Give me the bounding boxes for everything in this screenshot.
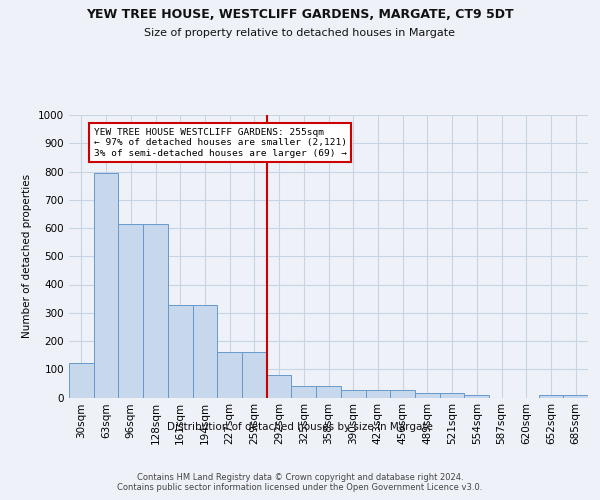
Bar xyxy=(69,363,94,398)
Text: YEW TREE HOUSE WESTCLIFF GARDENS: 255sqm
← 97% of detached houses are smaller (2: YEW TREE HOUSE WESTCLIFF GARDENS: 255sqm… xyxy=(94,128,347,158)
Bar xyxy=(464,395,489,398)
Bar xyxy=(193,304,217,398)
Bar xyxy=(365,390,390,398)
Bar xyxy=(415,394,440,398)
Bar xyxy=(341,390,365,398)
Text: Size of property relative to detached houses in Margate: Size of property relative to detached ho… xyxy=(145,28,455,38)
Bar xyxy=(316,386,341,398)
Bar xyxy=(563,395,588,398)
Y-axis label: Number of detached properties: Number of detached properties xyxy=(22,174,32,338)
Bar xyxy=(94,174,118,398)
Bar xyxy=(539,395,563,398)
Text: Contains HM Land Registry data © Crown copyright and database right 2024.
Contai: Contains HM Land Registry data © Crown c… xyxy=(118,472,482,492)
Bar xyxy=(118,224,143,398)
Text: Distribution of detached houses by size in Margate: Distribution of detached houses by size … xyxy=(167,422,433,432)
Bar xyxy=(217,352,242,398)
Bar xyxy=(143,224,168,398)
Text: YEW TREE HOUSE, WESTCLIFF GARDENS, MARGATE, CT9 5DT: YEW TREE HOUSE, WESTCLIFF GARDENS, MARGA… xyxy=(86,8,514,20)
Bar xyxy=(440,394,464,398)
Bar xyxy=(242,352,267,398)
Bar xyxy=(168,304,193,398)
Bar xyxy=(292,386,316,398)
Bar xyxy=(267,376,292,398)
Bar xyxy=(390,390,415,398)
